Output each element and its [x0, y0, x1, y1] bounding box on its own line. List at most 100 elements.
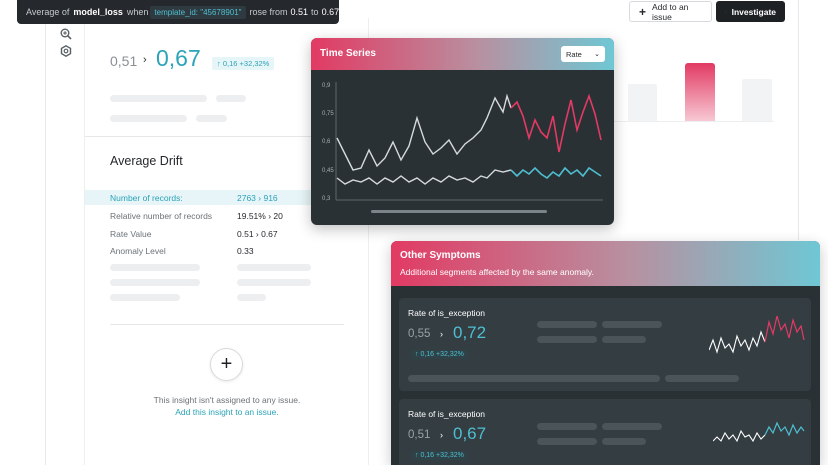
settings-icon[interactable] [60, 45, 72, 57]
symptom-card-title: Rate of is_exception [408, 308, 486, 318]
change-badge: ↑ 0,16 +32,32% [212, 57, 275, 70]
sparkline-baseline [709, 330, 766, 354]
skeleton-line [408, 375, 660, 382]
y-tick-label: 0,3 [322, 196, 331, 202]
tooltip-from-value: 0.51 [290, 7, 309, 17]
skeleton-line [110, 279, 200, 286]
symptom-current-value: 0,72 [453, 323, 487, 342]
skeleton-line [110, 95, 207, 102]
investigate-button[interactable]: Investigate [716, 1, 785, 22]
add-issue-plus-button[interactable]: + [210, 348, 243, 381]
drift-row-label: Relative number of records [110, 211, 213, 221]
time-series-panel: Time Series Rate ⌄ 0,9 0,75 0,6 0,45 0,3 [311, 38, 614, 225]
other-symptoms-title: Other Symptoms [400, 250, 481, 261]
skeleton-line [110, 115, 187, 122]
skeleton-line [537, 336, 597, 343]
comparison-series-line [336, 169, 512, 185]
content-border [84, 0, 85, 465]
symptom-sparkline [709, 315, 805, 354]
y-tick-label: 0,75 [322, 111, 334, 117]
panel-border [798, 0, 799, 240]
add-to-issue-label: Add to an issue [652, 1, 689, 22]
background-bar-highlighted [685, 63, 715, 121]
y-tick-label: 0,9 [322, 83, 331, 89]
rate-select-value: Rate [566, 49, 582, 59]
chart-baseline [614, 121, 774, 122]
time-series-title: Time Series [320, 48, 376, 59]
change-arrow-icon: › [440, 329, 443, 339]
baseline-series-line [336, 93, 512, 171]
add-to-issue-button[interactable]: + Add to an issue [629, 1, 712, 22]
drift-row-label: Number of records: [110, 193, 183, 203]
y-tick-label: 0,45 [322, 168, 334, 174]
skeleton-line [237, 264, 311, 271]
left-rail-border [45, 0, 46, 465]
symptom-current-value: 0,67 [453, 424, 487, 443]
symptom-previous-value: 0,51 [408, 429, 431, 441]
symptom-previous-value: 0,55 [408, 328, 431, 340]
section-divider [110, 324, 344, 325]
zoom-in-icon[interactable] [60, 28, 72, 40]
plus-icon: + [639, 4, 647, 19]
insight-detail-card [85, 18, 369, 465]
skeleton-line [602, 321, 662, 328]
tooltip-to: to [311, 7, 319, 17]
chart-scrollbar[interactable] [371, 210, 547, 213]
drift-row-value: 0.33 [237, 246, 254, 256]
symptom-card-title: Rate of is_exception [408, 409, 486, 419]
investigate-icon [725, 11, 726, 12]
drift-row-value: 2763 › 916 [237, 193, 278, 203]
time-series-chart [335, 82, 603, 201]
skeleton-line [110, 264, 200, 271]
skeleton-line [237, 279, 311, 286]
chevron-down-icon: ⌄ [594, 51, 600, 58]
drift-row-label: Anomaly Level [110, 246, 166, 256]
drift-title: Average Drift [110, 154, 183, 168]
other-symptoms-header [391, 241, 820, 286]
add-insight-link[interactable]: Add this insight to an issue. [175, 407, 279, 417]
skeleton-line [665, 375, 739, 382]
tooltip-template-tag: template_id: "45678901" [150, 5, 246, 19]
comparison-highlight-line [510, 166, 602, 180]
empty-state-message: This insight isn't assigned to any issue… [153, 395, 301, 405]
insight-tooltip: Average of model_loss when template_id: … [17, 0, 342, 24]
skeleton-line [537, 321, 597, 328]
sparkline-anomaly [764, 421, 805, 437]
symptom-change-badge: ↑ 0,16 +32,32% [411, 350, 468, 359]
skeleton-line [237, 294, 266, 301]
skeleton-line [216, 95, 246, 102]
skeleton-line [196, 115, 227, 122]
sparkline-anomaly [764, 315, 805, 343]
previous-value: 0,51 [110, 53, 138, 69]
tooltip-to-value: 0.67. [321, 7, 342, 17]
skeleton-line [602, 336, 646, 343]
skeleton-line [602, 423, 662, 430]
highlighted-row [85, 190, 369, 205]
drift-row-label: Rate Value [110, 229, 152, 239]
tooltip-metric: model_loss [73, 7, 123, 17]
tooltip-when: when [126, 7, 149, 17]
symptom-card[interactable]: Rate of is_exception 0,55 › 0,72 ↑ 0,16 … [399, 298, 811, 391]
current-value: 0,67 [156, 45, 201, 71]
tooltip-rose-from: rose from [249, 7, 288, 17]
other-symptoms-subtitle: Additional segments affected by the same… [400, 267, 594, 277]
symptom-change-badge: ↑ 0,16 +32,32% [411, 451, 468, 460]
rate-select[interactable]: Rate ⌄ [561, 46, 605, 62]
symptom-sparkline [713, 421, 805, 443]
skeleton-line [537, 438, 597, 445]
sparkline-baseline [713, 429, 766, 443]
background-bar [628, 84, 657, 121]
background-bar [742, 79, 772, 121]
skeleton-line [110, 294, 180, 301]
symptom-card[interactable]: Rate of is_exception 0,51 › 0,67 ↑ 0,16 … [399, 399, 811, 465]
skeleton-line [537, 423, 597, 430]
investigate-label: Investigate [731, 6, 776, 17]
tooltip-prefix: Average of [26, 7, 70, 17]
skeleton-line [602, 438, 646, 445]
y-tick-label: 0,6 [322, 139, 331, 145]
drift-row-value: 19.51% › 20 [237, 211, 283, 221]
other-symptoms-panel: Other Symptoms Additional segments affec… [391, 241, 820, 465]
section-divider [85, 136, 369, 137]
change-arrow-icon: › [440, 430, 443, 440]
anomaly-series-line [510, 93, 602, 153]
